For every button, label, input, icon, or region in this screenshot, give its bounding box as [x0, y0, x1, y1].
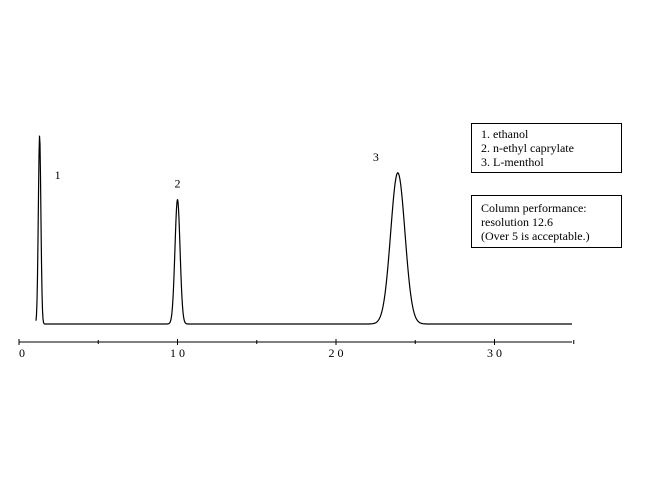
- x-tick-label: 0: [19, 346, 25, 360]
- legend-entry: 3. L-menthol: [481, 155, 544, 169]
- peak-legend: 1. ethanol 2. n-ethyl caprylate 3. L-men…: [471, 123, 622, 173]
- x-tick-label: 2 0: [329, 346, 344, 360]
- peak-label: 3: [373, 150, 379, 164]
- peak-label: 2: [175, 176, 181, 190]
- performance-line: resolution 12.6: [481, 215, 553, 229]
- performance-line: (Over 5 is acceptable.): [481, 229, 590, 243]
- column-performance-note: Column performance: resolution 12.6 (Ove…: [471, 195, 622, 248]
- peak-labels: 1 2 3: [55, 150, 379, 190]
- legend-entry: 1. ethanol: [481, 127, 529, 141]
- x-tick-label: 1 0: [170, 346, 185, 360]
- legend-entry: 2. n-ethyl caprylate: [481, 141, 574, 155]
- chromatogram-trace: [35, 135, 572, 325]
- peak-label: 1: [55, 168, 61, 182]
- performance-line: Column performance:: [481, 201, 587, 215]
- x-tick-label: 3 0: [487, 346, 502, 360]
- x-axis-ticks: 0 1 0 2 0 3 0: [18, 339, 575, 360]
